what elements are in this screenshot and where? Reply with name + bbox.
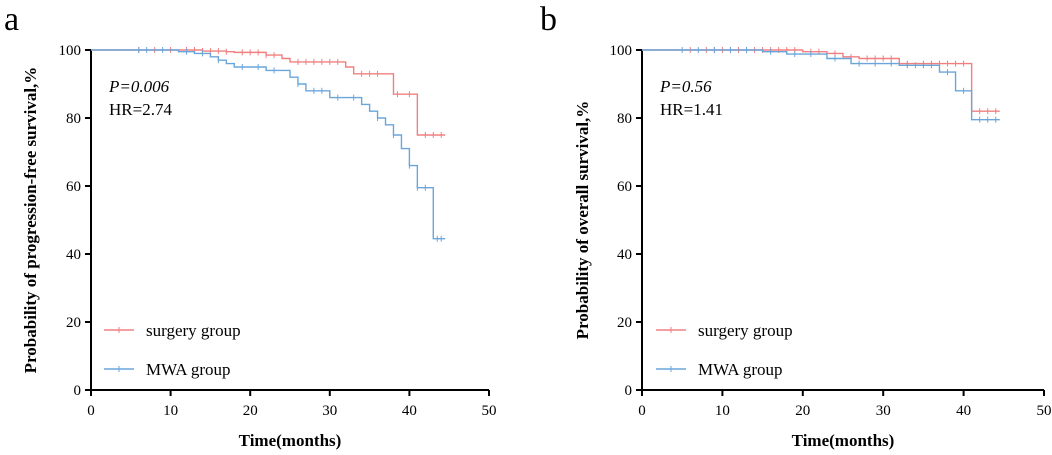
panel-letter: b xyxy=(540,1,557,38)
p-value-label: P=0.006 xyxy=(108,77,170,96)
mwa-legend-label: MWA group xyxy=(698,360,783,379)
y-tick-label: 60 xyxy=(617,179,632,195)
y-axis-title: Probability of overall survival,% xyxy=(573,101,592,340)
y-tick-label: 0 xyxy=(625,383,633,399)
y-tick-label: 40 xyxy=(66,247,81,263)
x-tick-label: 10 xyxy=(163,403,178,419)
panel-a-chart: a 0 10 20 30 40 50 0 20 40 60 80 100 Time(months) Prob… xyxy=(4,1,497,450)
surgery-legend-label: surgery group xyxy=(146,321,241,340)
y-axis-title: Probability of progression-free survival… xyxy=(21,67,40,374)
x-tick-label: 50 xyxy=(1037,403,1052,419)
mwa-legend-label: MWA group xyxy=(146,360,231,379)
x-tick-label: 10 xyxy=(715,403,730,419)
x-tick-label: 50 xyxy=(482,403,497,419)
y-tick-label: 100 xyxy=(59,43,82,59)
x-axis-title: Time(months) xyxy=(239,431,342,450)
surgery-legend-label: surgery group xyxy=(698,321,793,340)
panel-b-chart: b 0 10 20 30 40 50 0 20 40 60 80 100 Time(months) Prob… xyxy=(540,1,1052,450)
p-value-label: P=0.56 xyxy=(659,77,712,96)
p-value-text: P=0.56 xyxy=(659,77,712,96)
p-value-text: P=0.006 xyxy=(108,77,170,96)
y-tick-label: 100 xyxy=(610,43,633,59)
y-tick-label: 40 xyxy=(617,247,632,263)
x-tick-label: 40 xyxy=(956,403,971,419)
y-tick-label: 0 xyxy=(74,383,82,399)
y-tick-label: 20 xyxy=(617,315,632,331)
x-tick-label: 30 xyxy=(322,403,337,419)
mwa-survival-curve xyxy=(91,49,446,240)
x-tick-label: 20 xyxy=(795,403,810,419)
y-tick-label: 80 xyxy=(617,111,632,127)
hazard-ratio-label: HR=2.74 xyxy=(109,100,172,119)
x-tick-label: 20 xyxy=(243,403,258,419)
x-tick-label: 40 xyxy=(402,403,417,419)
hazard-ratio-label: HR=1.41 xyxy=(660,100,723,119)
x-tick-label: 0 xyxy=(87,403,95,419)
y-tick-label: 60 xyxy=(66,179,81,195)
y-tick-label: 80 xyxy=(66,111,81,127)
panel-letter: a xyxy=(4,1,19,38)
x-axis-title: Time(months) xyxy=(792,431,895,450)
y-tick-label: 20 xyxy=(66,315,81,331)
x-tick-label: 30 xyxy=(876,403,891,419)
x-tick-label: 0 xyxy=(638,403,646,419)
